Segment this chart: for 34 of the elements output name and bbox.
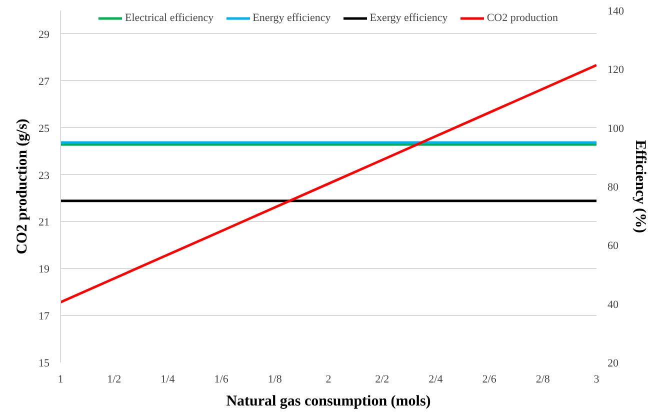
x-tick-label: 2/2: [375, 374, 390, 386]
x-tick-label: 3: [594, 374, 600, 386]
x-axis-title: Natural gas consumption (mols): [226, 394, 431, 410]
legend-label: CO2 production: [486, 12, 558, 24]
y-tick-label: 29: [38, 28, 50, 41]
legend-label: Electrical efficiency: [124, 12, 214, 24]
y2-tick-label: 120: [608, 64, 624, 76]
x-tick-label: 2/6: [482, 374, 497, 386]
x-tick-label: 1/8: [268, 374, 282, 386]
y2-tick-label: 40: [608, 298, 619, 311]
x-tick-label: 2/8: [536, 374, 550, 386]
line-series: [60, 64, 596, 304]
y-tick-label: 23: [38, 170, 50, 182]
y-tick-label: 21: [38, 216, 50, 229]
y-tick-label: 25: [38, 122, 50, 135]
x-tick-label: 1/6: [214, 374, 229, 386]
y2-tick-label: 80: [608, 182, 619, 194]
y2-axis-title: Efficiency (%): [632, 140, 648, 233]
y2-tick-label: 140: [608, 6, 624, 18]
legend-label: Exergy efficiency: [370, 12, 448, 24]
x-tick-label: 1/2: [107, 374, 122, 386]
x-tick-label: 1: [58, 374, 64, 386]
y2-tick-label: 60: [608, 240, 619, 252]
y-tick-label: 19: [38, 264, 50, 276]
y-axis-title: CO2 production (g/s): [14, 118, 30, 254]
y2-tick-label: 20: [608, 358, 619, 370]
y-tick-label: 17: [38, 310, 50, 323]
y-tick-label: 27: [38, 76, 50, 88]
x-tick-label: 2/4: [428, 374, 444, 386]
x-tick-label: 1/4: [160, 374, 176, 386]
y2-tick-label: 100: [608, 122, 624, 135]
legend-label: Energy efficiency: [252, 12, 331, 24]
y-tick-label: 15: [38, 358, 50, 370]
x-tick-label: 2: [326, 374, 332, 386]
